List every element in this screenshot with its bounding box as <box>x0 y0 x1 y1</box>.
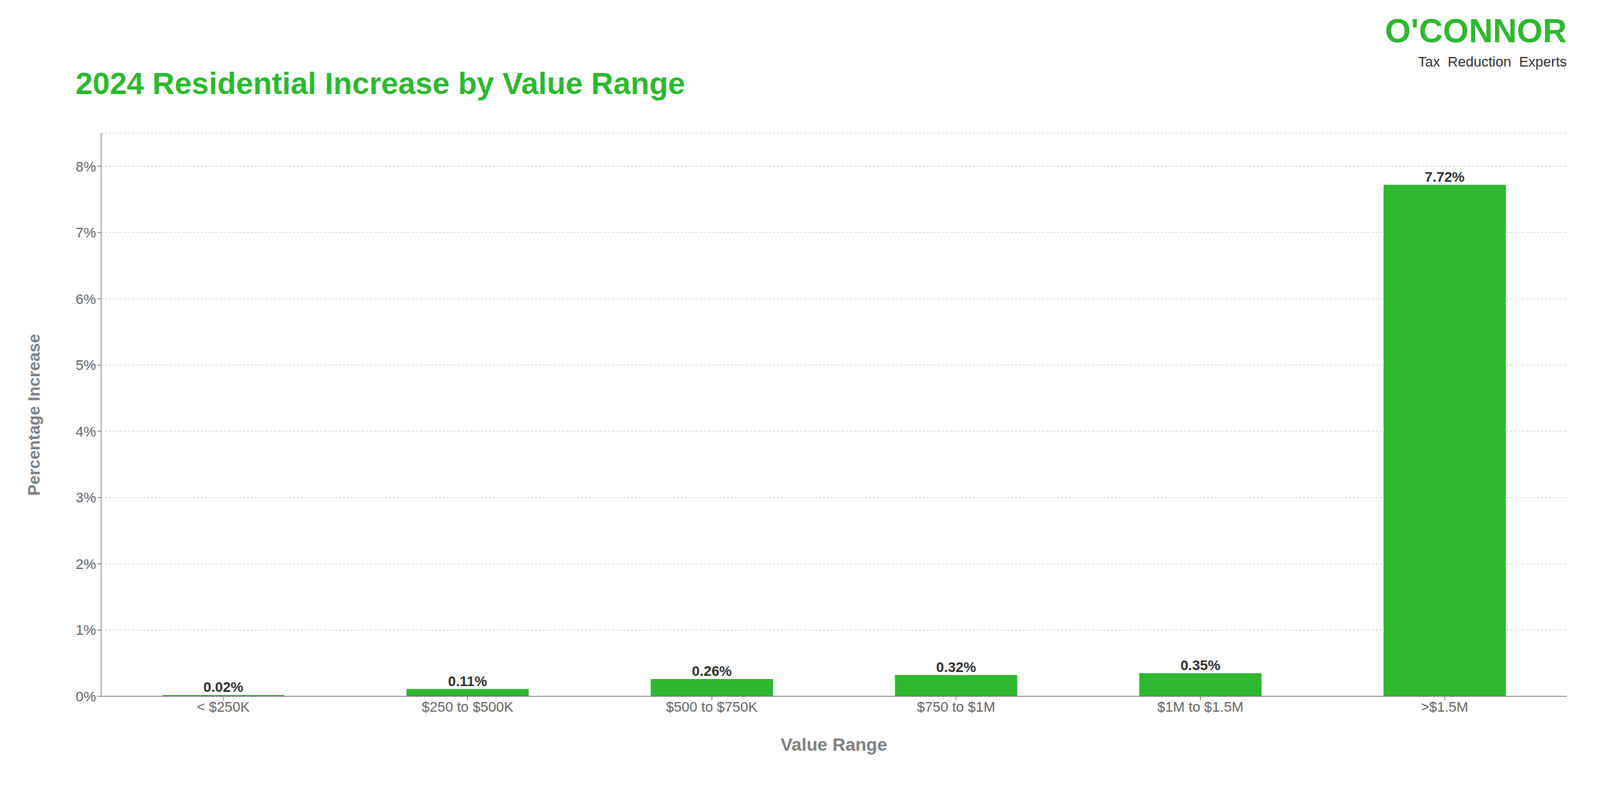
svg-text:$1M to $1.5M: $1M to $1.5M <box>1157 698 1244 715</box>
svg-text:Percentage Increase: Percentage Increase <box>24 334 44 496</box>
svg-text:4%: 4% <box>75 423 96 440</box>
svg-text:0.32%: 0.32% <box>936 659 976 676</box>
svg-text:7%: 7% <box>75 224 96 241</box>
svg-text:0.26%: 0.26% <box>691 663 732 680</box>
svg-text:7.72%: 7.72% <box>1424 168 1465 185</box>
svg-text:< $250K: < $250K <box>197 698 251 715</box>
svg-text:$250 to $500K: $250 to $500K <box>421 698 514 715</box>
svg-text:Value Range: Value Range <box>780 734 888 755</box>
svg-text:$750 to $1M: $750 to $1M <box>917 698 996 715</box>
svg-text:>$1.5M: >$1.5M <box>1420 698 1469 715</box>
svg-text:8%: 8% <box>75 158 96 175</box>
svg-text:0.11%: 0.11% <box>448 673 488 690</box>
svg-text:5%: 5% <box>75 357 96 374</box>
html-text:O'CONNOR: O'CONNOR <box>1385 12 1567 50</box>
html-text:Tax Reduction Experts: Tax Reduction Experts <box>1418 53 1567 70</box>
svg-text:1%: 1% <box>75 622 96 639</box>
html-text:2024 Residential Increase by V: 2024 Residential Increase by Value Range <box>75 66 686 101</box>
svg-text:0%: 0% <box>75 688 96 705</box>
svg-text:$500 to $750K: $500 to $750K <box>666 698 758 715</box>
svg-text:0.02%: 0.02% <box>203 679 244 696</box>
svg-text:3%: 3% <box>75 489 96 506</box>
svg-text:0.35%: 0.35% <box>1180 657 1220 674</box>
svg-text:2%: 2% <box>75 556 96 573</box>
svg-text:6%: 6% <box>75 291 96 308</box>
